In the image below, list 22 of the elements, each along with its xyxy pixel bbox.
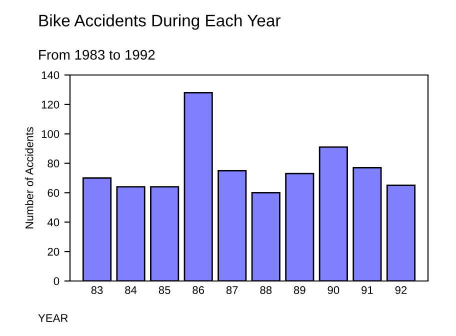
x-tick-label: 86: [192, 286, 204, 294]
x-tick-label: 83: [91, 286, 103, 294]
y-axis-title: Number of Accidents: [25, 127, 34, 228]
y-tick-label: 40: [47, 218, 60, 226]
x-tick-label: 92: [395, 286, 407, 294]
chart-title: Bike Accidents During Each Year: [39, 14, 280, 30]
x-axis-title: YEAR: [38, 314, 68, 322]
x-tick-label: 85: [158, 286, 170, 294]
y-tick-label: 120: [42, 100, 60, 109]
y-tick-label: 20: [48, 248, 60, 256]
x-tick-label: 84: [125, 286, 137, 294]
y-tick-label: 0: [54, 277, 60, 286]
x-tick-label: 91: [362, 286, 373, 294]
y-tick-label: 60: [48, 188, 60, 197]
y-tick-label: 140: [42, 71, 60, 80]
y-tick-label: 100: [42, 130, 60, 138]
x-tick-label: 87: [226, 286, 238, 294]
y-tick-label: 80: [48, 160, 60, 168]
x-tick-label: 88: [260, 286, 272, 294]
x-tick-label: 90: [328, 286, 340, 294]
chart-subtitle: From 1983 to 1992: [39, 50, 155, 60]
x-tick-label: 89: [294, 286, 306, 294]
